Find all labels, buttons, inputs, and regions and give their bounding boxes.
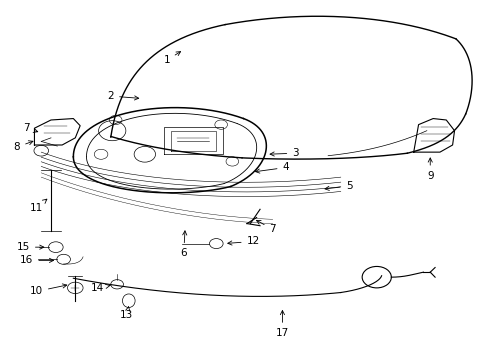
Text: 1: 1 xyxy=(163,51,180,65)
Text: 15: 15 xyxy=(17,242,44,252)
Text: 6: 6 xyxy=(180,231,186,258)
Text: 5: 5 xyxy=(325,181,352,191)
Text: 12: 12 xyxy=(227,237,259,247)
Text: 9: 9 xyxy=(426,158,433,181)
Text: 17: 17 xyxy=(275,311,288,338)
Text: 2: 2 xyxy=(107,91,139,101)
Text: 3: 3 xyxy=(269,148,298,158)
Text: 4: 4 xyxy=(255,162,288,173)
Text: 14: 14 xyxy=(91,283,110,293)
Text: 7: 7 xyxy=(256,220,275,234)
Text: 13: 13 xyxy=(120,307,133,320)
Text: 10: 10 xyxy=(30,284,67,296)
Text: 8: 8 xyxy=(14,141,33,152)
Text: 16: 16 xyxy=(20,255,54,265)
Text: 7: 7 xyxy=(23,123,38,133)
Text: 11: 11 xyxy=(30,199,47,213)
